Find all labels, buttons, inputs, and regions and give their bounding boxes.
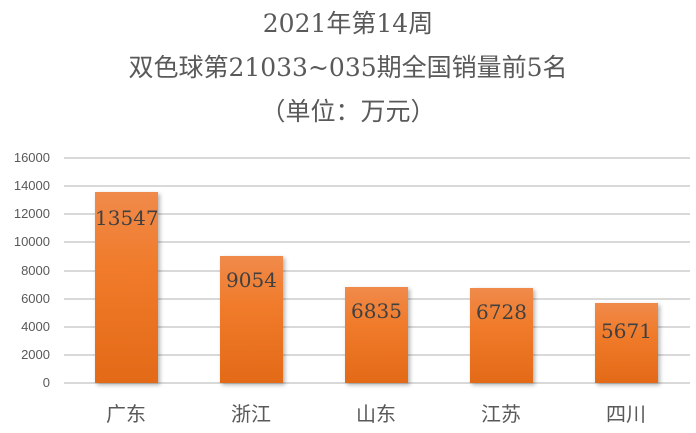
chart-title-line-2: 双色球第21033~035期全国销量前5名 — [128, 53, 568, 82]
y-tick-label: 6000 — [21, 290, 50, 306]
bar-value-label: 6835 — [351, 298, 402, 323]
y-tick-label: 10000 — [13, 234, 50, 250]
gridline — [64, 241, 690, 244]
y-tick-label: 8000 — [21, 262, 50, 278]
x-category-label: 四川 — [606, 402, 646, 426]
gridline — [64, 382, 690, 384]
chart-title-line-3: （单位：万元） — [260, 97, 436, 126]
y-tick-label: 2000 — [21, 346, 50, 362]
y-tick-label: 16000 — [13, 150, 50, 165]
bar — [220, 255, 283, 383]
bar-value-label: 6728 — [476, 300, 527, 325]
bar-value-label: 9054 — [226, 267, 277, 292]
x-category-label: 广东 — [106, 402, 146, 426]
bar — [95, 192, 158, 383]
y-tick-label: 0 — [42, 375, 50, 390]
bar-value-label: 13547 — [95, 206, 159, 231]
bar — [470, 288, 533, 383]
x-category-label: 山东 — [356, 402, 396, 426]
bar — [345, 286, 408, 383]
chart-title-line-1: 2021年第14周 — [262, 9, 434, 38]
y-tick-label: 14000 — [13, 178, 50, 194]
bar-value-label: 5671 — [601, 319, 652, 344]
x-category-label: 江苏 — [481, 402, 521, 426]
bar — [595, 303, 658, 383]
x-category-label: 浙江 — [231, 402, 271, 426]
gridline — [64, 185, 690, 188]
gridline — [64, 213, 690, 216]
gridline — [64, 269, 690, 272]
gridline — [64, 157, 690, 159]
y-tick-label: 12000 — [13, 206, 50, 222]
y-tick-label: 4000 — [21, 318, 50, 334]
